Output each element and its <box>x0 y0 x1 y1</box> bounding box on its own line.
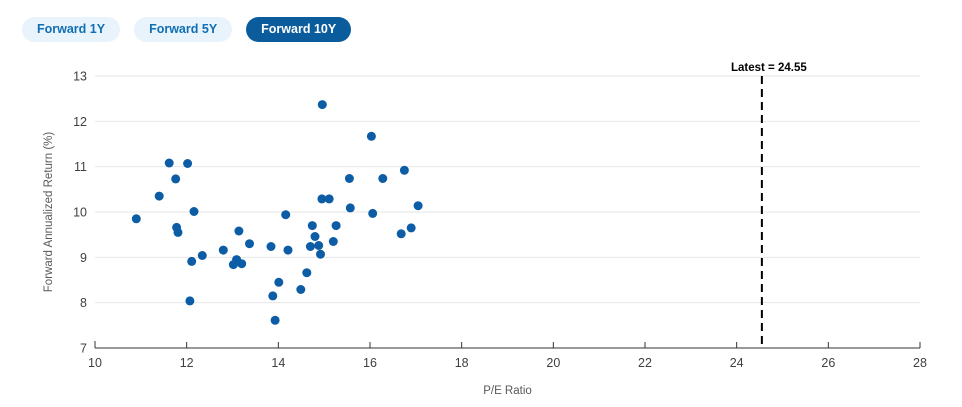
data-point[interactable] <box>413 201 423 211</box>
data-point[interactable] <box>345 203 355 213</box>
y-tick-label: 12 <box>73 115 87 129</box>
x-tick-label: 26 <box>821 356 835 370</box>
data-point[interactable] <box>396 229 406 239</box>
data-point[interactable] <box>283 245 293 255</box>
data-point[interactable] <box>189 207 199 216</box>
y-tick-label: 11 <box>74 160 87 174</box>
data-point[interactable] <box>328 237 338 246</box>
y-tick-label: 13 <box>73 70 87 84</box>
data-point[interactable] <box>310 232 320 241</box>
y-tick-label: 9 <box>80 251 87 265</box>
y-tick-label: 10 <box>73 206 87 220</box>
data-point[interactable] <box>399 165 409 175</box>
x-tick-label: 24 <box>730 356 744 370</box>
data-point[interactable] <box>173 227 183 237</box>
tab-forward-1y[interactable]: Forward 1Y <box>22 17 121 42</box>
data-point[interactable] <box>314 241 324 250</box>
x-tick-label: 10 <box>88 356 102 370</box>
x-tick-label: 16 <box>363 356 377 370</box>
data-point[interactable] <box>245 239 254 249</box>
data-point[interactable] <box>378 174 388 183</box>
data-point[interactable] <box>234 226 244 236</box>
data-point[interactable] <box>131 214 141 224</box>
data-point[interactable] <box>154 191 164 201</box>
latest-label: Latest = 24.55 <box>731 62 807 74</box>
data-point[interactable] <box>171 174 181 184</box>
data-point[interactable] <box>368 208 378 218</box>
data-point[interactable] <box>305 242 315 251</box>
data-point[interactable] <box>266 242 276 251</box>
y-axis-title: Forward Annualized Return (%) <box>43 132 55 293</box>
x-tick-label: 12 <box>180 356 194 370</box>
x-tick-label: 22 <box>638 356 652 370</box>
y-tick-label: 7 <box>80 342 87 356</box>
data-point[interactable] <box>268 291 278 301</box>
tab-forward-10y[interactable]: Forward 10Y <box>246 17 352 42</box>
data-point[interactable] <box>406 223 416 233</box>
data-point[interactable] <box>307 221 317 231</box>
x-tick-label: 20 <box>546 356 560 370</box>
y-tick-label: 8 <box>80 296 87 310</box>
data-point[interactable] <box>316 249 325 259</box>
data-point[interactable] <box>324 194 334 204</box>
scatter-chart-svg: Latest = 24.55 10 12 14 16 18 20 22 24 26 28 7 8 9 10 1… <box>43 62 927 397</box>
data-point[interactable] <box>218 245 228 255</box>
data-point[interactable] <box>237 259 247 269</box>
x-tick-label: 28 <box>913 356 927 370</box>
tab-forward-5y[interactable]: Forward 5Y <box>134 17 233 42</box>
data-point[interactable] <box>187 256 197 266</box>
data-point[interactable] <box>317 100 327 110</box>
x-tick-label: 14 <box>271 356 285 370</box>
data-point[interactable] <box>281 210 291 220</box>
data-point[interactable] <box>164 158 174 168</box>
timeframe-tabs: Forward 1Y Forward 5Y Forward 10Y <box>22 17 352 42</box>
data-point[interactable] <box>197 251 207 260</box>
data-point[interactable] <box>344 174 354 183</box>
data-point[interactable] <box>274 277 284 287</box>
scatter-chart: Latest = 24.55 10 12 14 16 18 20 22 24 26 28 7 8 9 10 1… <box>0 60 962 402</box>
data-point[interactable] <box>317 194 327 204</box>
data-point[interactable] <box>302 268 312 278</box>
x-axis-title: P/E Ratio <box>483 385 532 397</box>
data-point[interactable] <box>331 221 341 231</box>
x-tick-label: 18 <box>455 356 469 370</box>
data-point[interactable] <box>183 159 193 168</box>
data-point[interactable] <box>296 285 306 294</box>
data-point[interactable] <box>270 315 280 325</box>
data-point[interactable] <box>366 131 376 141</box>
data-point[interactable] <box>185 296 195 306</box>
